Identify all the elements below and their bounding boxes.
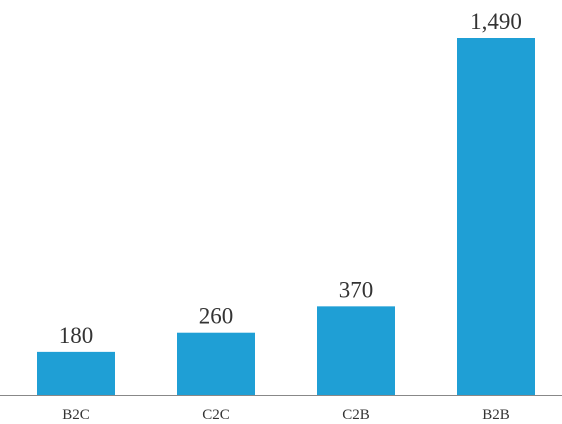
bar [177, 332, 255, 395]
data-label: 1,490 [470, 9, 522, 34]
data-label: 370 [339, 277, 374, 302]
data-label: 180 [59, 323, 94, 348]
x-tick-label: C2C [202, 407, 230, 423]
x-tick-label: C2B [342, 407, 370, 423]
x-tick-label: B2B [482, 407, 510, 423]
data-label: 260 [199, 304, 234, 329]
bar [457, 38, 535, 395]
bar [37, 351, 115, 395]
bar [317, 306, 395, 395]
x-tick-label: B2C [62, 407, 90, 423]
